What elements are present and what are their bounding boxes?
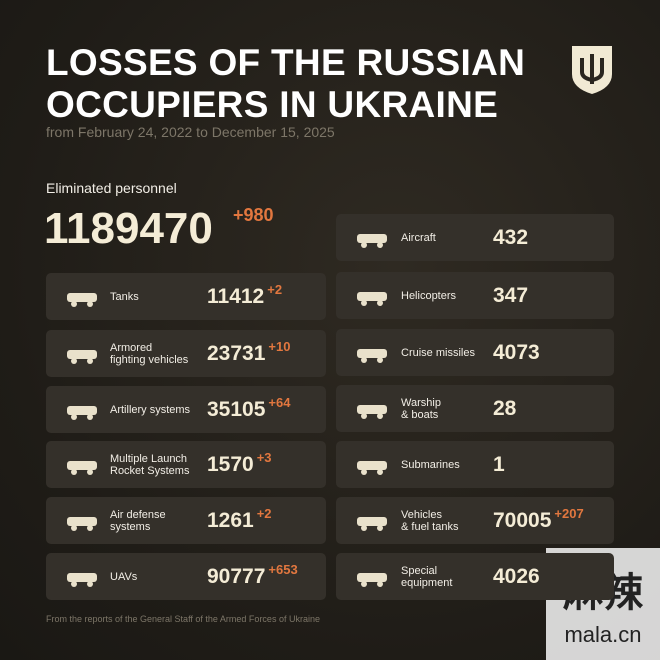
stat-value: 1570 (207, 452, 254, 476)
stat-card: Multiple Launch Rocket Systems 1570 +3 (46, 441, 326, 488)
stat-value: 35105 (207, 397, 266, 421)
stat-value: 23731 (207, 341, 266, 365)
icon (357, 461, 387, 475)
stat-delta: +10 (268, 339, 291, 354)
title: LOSSES OF THE RUSSIAN OCCUPIERS IN UKRAI… (46, 42, 525, 126)
stat-label: Armored fighting vehicles (110, 342, 188, 366)
stat-label: Helicopters (401, 290, 456, 302)
stat-delta: +3 (256, 450, 272, 465)
label-line: Armored (110, 341, 153, 354)
stat-value: 1261 (207, 508, 254, 532)
stat-value: 90777 (207, 564, 266, 588)
stat-card: Special equipment 4026 (336, 553, 614, 600)
emblem (572, 46, 612, 94)
stat-card: Tanks 11412 +2 (46, 273, 326, 320)
label-line: systems (110, 520, 151, 533)
stat-card: Cruise missiles 4073 (336, 329, 614, 376)
stat-label: Air defense systems (110, 509, 166, 533)
stat-delta: +64 (268, 395, 291, 410)
label-line: Special (401, 564, 438, 577)
stat-label: Tanks (110, 291, 139, 303)
stat-label: Artillery systems (110, 404, 190, 416)
label-line: Warship (401, 396, 441, 409)
stat-card: Artillery systems 35105 +64 (46, 386, 326, 433)
icon (357, 573, 387, 587)
stat-delta: +653 (268, 562, 298, 577)
label-line: Cruise missiles (401, 346, 475, 359)
stat-value: 4073 (493, 340, 540, 364)
stat-card: Submarines 1 (336, 441, 614, 488)
stat-label: Cruise missiles (401, 347, 475, 359)
subtitle: from February 24, 2022 to December 15, 2… (46, 124, 335, 140)
stat-delta: +2 (256, 506, 272, 521)
icon (67, 461, 97, 475)
stat-card: Air defense systems 1261 +2 (46, 497, 326, 544)
watermark-site: mala.cn (564, 622, 642, 647)
icon (67, 350, 97, 364)
icon (357, 292, 387, 306)
icon (357, 517, 387, 531)
stat-label: Vehicles & fuel tanks (401, 509, 458, 533)
label-line: fighting vehicles (110, 353, 189, 366)
stat-label: Warship & boats (401, 397, 441, 421)
personnel-label: Eliminated personnel (46, 180, 177, 196)
icon (67, 406, 97, 420)
label-line: Rocket Systems (110, 464, 190, 477)
stat-delta: +2 (267, 282, 283, 297)
stat-card: Armored fighting vehicles 23731 +10 (46, 330, 326, 377)
label-line: Air defense (110, 508, 166, 521)
icon (67, 293, 97, 307)
label-line: & boats (401, 408, 439, 421)
label-line: Aircraft (401, 231, 436, 244)
stat-value: 1 (493, 452, 505, 476)
stat-card: Warship & boats 28 (336, 385, 614, 432)
label-line: Submarines (401, 458, 460, 471)
label-line: Helicopters (401, 289, 457, 302)
label-line: & fuel tanks (401, 520, 459, 533)
stat-value: 70005 (493, 508, 552, 532)
stat-value: 347 (493, 283, 529, 307)
icon (357, 234, 387, 248)
icon (67, 517, 97, 531)
label-line: Vehicles (401, 508, 442, 521)
stat-label: UAVs (110, 571, 137, 583)
stat-value: 4026 (493, 564, 540, 588)
stat-label: Multiple Launch Rocket Systems (110, 453, 189, 477)
stat-card: Aircraft 432 (336, 214, 614, 261)
stat-value: 432 (493, 225, 529, 249)
personnel-delta: +980 (233, 205, 274, 225)
personnel-value: 1189470 (44, 204, 213, 253)
title-line: LOSSES OF THE RUSSIAN (46, 42, 526, 83)
stat-card: UAVs 90777 +653 (46, 553, 326, 600)
label-line: equipment (401, 576, 453, 589)
stat-label: Special equipment (401, 565, 452, 589)
footer: From the reports of the General Staff of… (46, 614, 320, 624)
stat-value: 11412 (207, 284, 265, 308)
icon (357, 405, 387, 419)
label-line: Artillery systems (110, 403, 191, 416)
label-line: Multiple Launch (110, 452, 188, 465)
icon (357, 349, 387, 363)
title-line: OCCUPIERS IN UKRAINE (46, 84, 499, 125)
label-line: UAVs (110, 570, 138, 583)
stat-card: Vehicles & fuel tanks 70005 +207 (336, 497, 614, 544)
stat-label: Submarines (401, 459, 460, 471)
stat-delta: +207 (554, 506, 584, 521)
stat-value: 28 (493, 396, 517, 420)
icon (67, 573, 97, 587)
stat-label: Aircraft (401, 232, 436, 244)
label-line: Tanks (110, 290, 139, 303)
stat-card: Helicopters 347 (336, 272, 614, 319)
